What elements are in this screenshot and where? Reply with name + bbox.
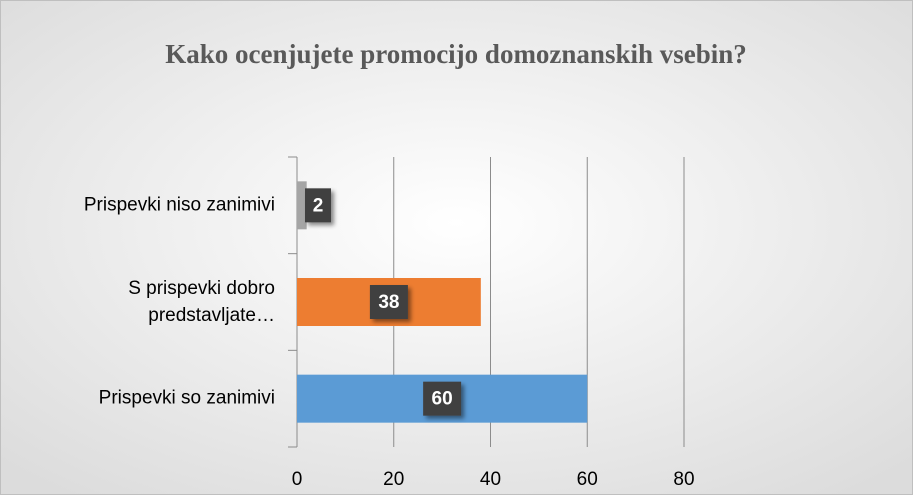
- x-tick-label: 20: [383, 469, 404, 490]
- y-tick-label: S prispevki dobro predstavljate…: [128, 278, 275, 326]
- chart-title: Kako ocenjujete promocijo domoznanskih v…: [165, 39, 747, 69]
- x-tick-label: 40: [480, 469, 501, 490]
- y-tick-label: Prispevki so zanimivi: [99, 388, 275, 409]
- y-tick-label: Prispevki niso zanimivi: [84, 194, 275, 215]
- data-label-box: [305, 188, 331, 223]
- data-label: 2: [313, 195, 324, 216]
- bar: [297, 181, 307, 230]
- data-label: 38: [378, 292, 399, 313]
- data-label-box: [369, 285, 408, 319]
- data-label-box: [423, 381, 462, 416]
- x-tick-label: 60: [577, 469, 598, 490]
- x-tick-label: 0: [292, 469, 303, 490]
- x-tick-label: 80: [673, 469, 694, 490]
- data-label: 60: [432, 389, 453, 410]
